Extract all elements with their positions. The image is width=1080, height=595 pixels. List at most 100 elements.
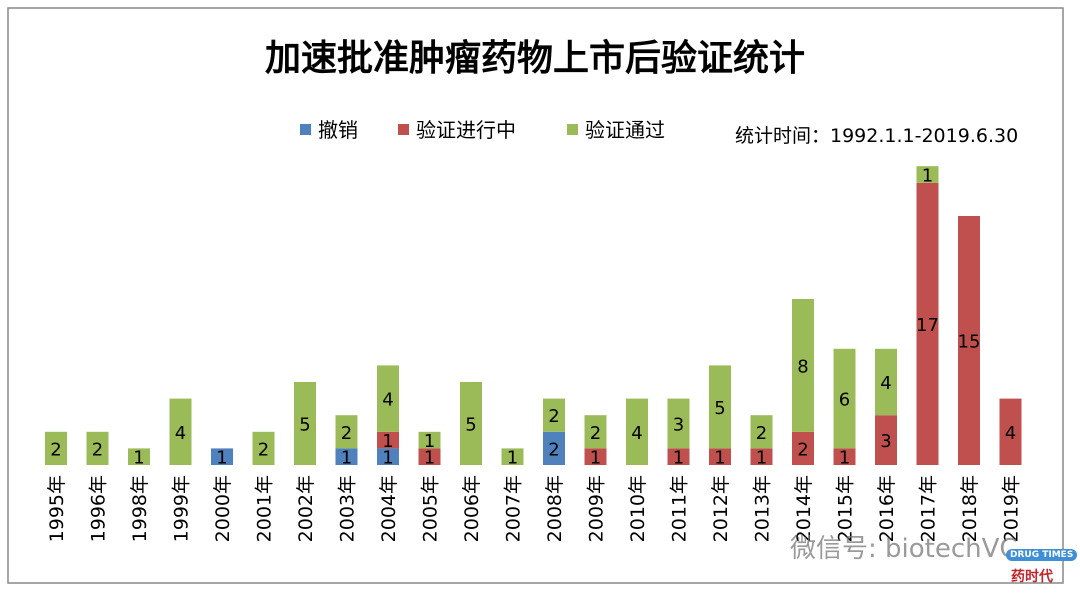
x-tick-label: 2012年: [710, 475, 732, 542]
data-label: 1: [341, 448, 352, 469]
bar-segment: [750, 448, 773, 465]
bar-segment: [252, 431, 275, 465]
data-label: 2: [797, 439, 808, 460]
bar-segment: [543, 398, 565, 432]
legend-label: 撤销: [318, 118, 358, 142]
x-tick-label: 2003年: [337, 475, 359, 542]
x-tick-label: 2001年: [254, 475, 276, 542]
data-label: 4: [175, 423, 186, 444]
data-label: 1: [839, 448, 850, 469]
data-label: 1: [922, 166, 933, 187]
bar-segment: [584, 415, 607, 449]
bar-segment: [833, 448, 856, 465]
data-label: 2: [50, 439, 61, 460]
legend-swatch: [567, 124, 578, 135]
bar-segment: [709, 448, 731, 465]
bar-segment: [294, 382, 316, 465]
data-label: 1: [673, 448, 684, 469]
bar-segment: [377, 448, 399, 465]
x-tick-label: 2007年: [503, 475, 525, 542]
x-tick-label: 2010年: [627, 475, 649, 542]
data-label: 4: [631, 423, 642, 444]
legend: 撤销 验证进行中 验证通过: [300, 118, 665, 142]
data-label: 2: [548, 439, 559, 460]
data-label: 4: [382, 390, 393, 411]
data-label: 6: [839, 390, 850, 411]
bar-segment: [916, 166, 939, 183]
bar-segment: [377, 365, 399, 432]
data-label: 2: [92, 439, 103, 460]
data-label: 1: [382, 448, 393, 469]
bar-segment: [169, 398, 192, 465]
x-tick-label: 1995年: [46, 475, 68, 542]
bar-segment: [418, 431, 441, 449]
bar-segment: [667, 448, 690, 465]
data-label: 1: [424, 448, 435, 469]
data-label: 5: [714, 398, 725, 419]
data-label: 1: [424, 431, 435, 452]
bar-segment: [584, 448, 607, 465]
x-tick-label: 2019年: [1001, 475, 1023, 542]
x-tick-label: 2008年: [544, 475, 566, 542]
x-axis-ticks: 1995年 1996年 1998年 1999年 2000年 2001年 2002年 2003年…: [46, 475, 1023, 542]
x-tick-label: 1998年: [129, 475, 151, 542]
data-label: 5: [465, 415, 476, 436]
x-tick-label: 2004年: [378, 475, 400, 542]
legend-swatch: [398, 124, 409, 135]
x-tick-label: 2002年: [295, 475, 317, 542]
x-tick-label: 2015年: [835, 475, 857, 542]
data-label: 3: [880, 431, 891, 452]
bar-segment: [667, 398, 690, 449]
data-label: 15: [958, 332, 981, 353]
x-tick-label: 1996年: [88, 475, 110, 542]
x-tick-label: 2016年: [876, 475, 898, 542]
data-label: 2: [756, 423, 767, 444]
bar-segment: [958, 216, 980, 465]
bar-segment: [45, 431, 67, 465]
bar-segment: [626, 398, 648, 465]
bar-segment: [709, 365, 731, 449]
data-label: 17: [916, 315, 939, 336]
x-tick-label: 2011年: [669, 475, 691, 542]
logo-drug-times: DRUG TIMES: [1006, 549, 1078, 561]
legend-swatch: [300, 124, 311, 135]
data-label: 5: [299, 415, 310, 436]
bar-segment: [86, 431, 109, 465]
time-range-annotation: 统计时间：1992.1.1-2019.6.30: [735, 125, 1018, 147]
data-label: 4: [880, 373, 891, 394]
data-label: 1: [714, 448, 725, 469]
data-label: 2: [590, 423, 601, 444]
bar-segment: [543, 431, 565, 465]
bar-segment: [875, 415, 897, 465]
bar-segment: [128, 448, 150, 465]
bar-segment: [916, 182, 939, 466]
data-label: 2: [548, 406, 559, 427]
x-tick-label: 2014年: [793, 475, 815, 542]
data-label: 2: [258, 439, 269, 460]
data-label: 3: [673, 415, 684, 436]
data-label: 1: [216, 448, 227, 469]
legend-label: 验证通过: [585, 118, 665, 142]
bar-segment: [833, 348, 856, 449]
bar-segment: [211, 448, 233, 465]
bar-segment: [792, 299, 814, 432]
x-tick-label: 2017年: [918, 475, 940, 542]
x-tick-label: 2000年: [212, 475, 234, 542]
bar-segment: [501, 448, 524, 465]
bar-segment: [792, 431, 814, 465]
bar-segment: [460, 382, 482, 465]
logo-cn: 药时代: [1011, 569, 1053, 585]
data-label: 1: [756, 448, 767, 469]
bar-segment: [335, 415, 358, 449]
data-label: 1: [590, 448, 601, 469]
chart-frame: [7, 7, 1064, 584]
data-label: 1: [382, 431, 393, 452]
data-label: 2: [341, 423, 352, 444]
bar-segment: [377, 431, 399, 449]
data-label: 1: [133, 448, 144, 469]
bar-segment: [875, 348, 897, 416]
data-label: 4: [1005, 423, 1016, 444]
chart-title: 加速批准肿瘤药物上市后验证统计: [265, 38, 805, 79]
